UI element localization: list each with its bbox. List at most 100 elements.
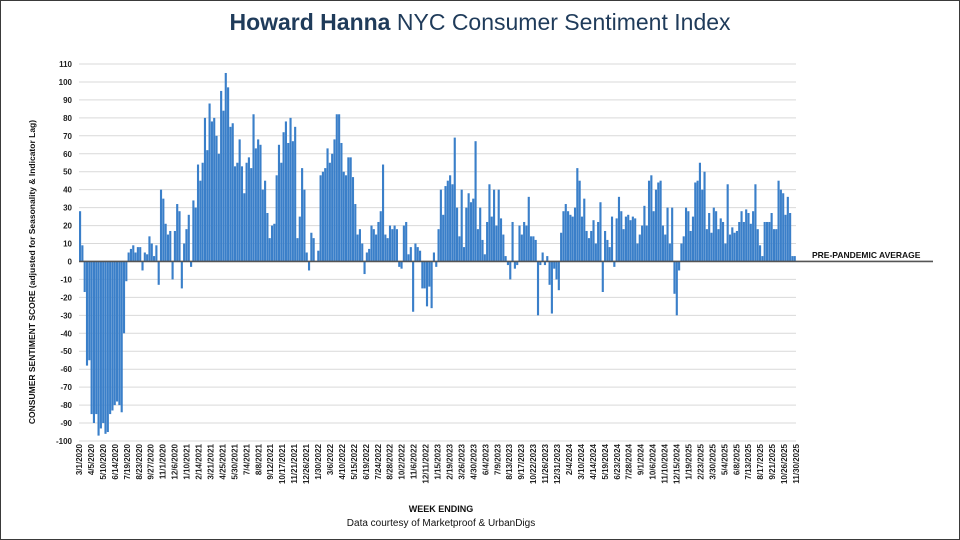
bar bbox=[361, 243, 364, 262]
bar bbox=[166, 234, 170, 262]
bar bbox=[259, 144, 262, 262]
x-tick-label: 11/1/2020 bbox=[159, 443, 168, 479]
bar bbox=[97, 261, 100, 436]
bar bbox=[435, 261, 438, 267]
bar bbox=[541, 252, 544, 262]
bar bbox=[79, 211, 82, 262]
bar bbox=[571, 216, 574, 262]
bar bbox=[761, 256, 764, 262]
x-tick-label: 9/1/2024 bbox=[637, 443, 646, 475]
bar bbox=[587, 238, 590, 262]
bar bbox=[777, 180, 780, 262]
bar bbox=[370, 225, 373, 262]
bar bbox=[393, 225, 396, 262]
bar bbox=[407, 254, 410, 262]
bar bbox=[726, 184, 729, 262]
x-tick-label: 8/23/2020 bbox=[135, 443, 144, 479]
bar bbox=[111, 261, 114, 411]
bar bbox=[453, 137, 456, 262]
bar bbox=[439, 189, 442, 262]
bar bbox=[456, 207, 459, 262]
bar bbox=[125, 261, 128, 282]
x-tick-label: 4/10/2022 bbox=[338, 443, 347, 479]
bar bbox=[412, 261, 415, 312]
y-tick-label: 10 bbox=[63, 240, 72, 249]
bar bbox=[116, 261, 119, 402]
bar bbox=[206, 150, 209, 262]
bar bbox=[583, 198, 586, 262]
bar bbox=[264, 180, 267, 262]
x-tick-label: 2/19/2023 bbox=[445, 443, 454, 479]
bar bbox=[252, 114, 255, 262]
bar bbox=[331, 153, 334, 262]
bar bbox=[608, 247, 611, 262]
bar bbox=[425, 261, 429, 307]
x-tick-label: 2/4/2024 bbox=[565, 443, 574, 475]
bar bbox=[784, 214, 787, 262]
bar bbox=[122, 261, 126, 334]
bar bbox=[83, 261, 86, 292]
bar bbox=[351, 177, 355, 262]
x-tick-label: 3/6/2022 bbox=[326, 443, 335, 475]
bar bbox=[610, 216, 614, 262]
bar bbox=[629, 220, 632, 262]
bar bbox=[576, 168, 579, 262]
bar bbox=[379, 211, 382, 262]
bar bbox=[458, 236, 461, 262]
bar bbox=[782, 193, 785, 262]
bar bbox=[106, 261, 109, 433]
bar bbox=[557, 261, 560, 291]
bar bbox=[449, 175, 452, 262]
bar bbox=[530, 236, 533, 262]
bar bbox=[150, 243, 153, 262]
bar bbox=[305, 252, 308, 262]
bar bbox=[113, 261, 116, 406]
x-tick-label: 7/9/2023 bbox=[493, 443, 502, 475]
bar bbox=[416, 247, 419, 262]
bar bbox=[569, 214, 572, 262]
bar bbox=[90, 261, 93, 415]
bar bbox=[647, 180, 651, 262]
bar bbox=[698, 162, 701, 262]
y-tick-label: -60 bbox=[60, 365, 72, 374]
bar bbox=[169, 230, 172, 262]
bar bbox=[564, 204, 567, 262]
bar bbox=[143, 252, 146, 262]
bar bbox=[254, 148, 257, 262]
bar bbox=[384, 234, 387, 262]
bar bbox=[793, 256, 796, 262]
bar bbox=[261, 189, 264, 262]
bar bbox=[624, 216, 627, 262]
bar bbox=[342, 171, 345, 262]
bar bbox=[328, 162, 331, 262]
bar bbox=[157, 261, 160, 285]
bar bbox=[164, 223, 167, 262]
bar bbox=[513, 261, 516, 269]
bar bbox=[317, 250, 320, 262]
x-tick-label: 6/4/2023 bbox=[481, 443, 490, 475]
bar bbox=[270, 225, 274, 262]
bar bbox=[187, 214, 190, 262]
bar bbox=[398, 261, 401, 267]
bar bbox=[220, 90, 223, 262]
bar bbox=[215, 135, 218, 262]
bar bbox=[388, 225, 392, 262]
bar bbox=[509, 261, 512, 280]
bar bbox=[231, 123, 234, 262]
bar bbox=[178, 211, 181, 262]
x-tick-label: 8/13/2023 bbox=[505, 443, 514, 479]
y-axis-label: CONSUMER SENTIMENT SCORE (adjusted for S… bbox=[27, 119, 37, 425]
bar bbox=[421, 261, 424, 289]
bar bbox=[245, 162, 248, 262]
bar bbox=[307, 261, 311, 271]
bar bbox=[247, 157, 250, 262]
bar bbox=[310, 232, 313, 262]
bar bbox=[486, 221, 489, 262]
bar bbox=[703, 171, 706, 262]
x-tick-label: 7/28/2024 bbox=[625, 443, 634, 479]
bar bbox=[770, 213, 773, 262]
bar bbox=[758, 245, 762, 262]
bar bbox=[682, 236, 685, 262]
bar bbox=[236, 162, 239, 262]
bar bbox=[284, 121, 287, 262]
